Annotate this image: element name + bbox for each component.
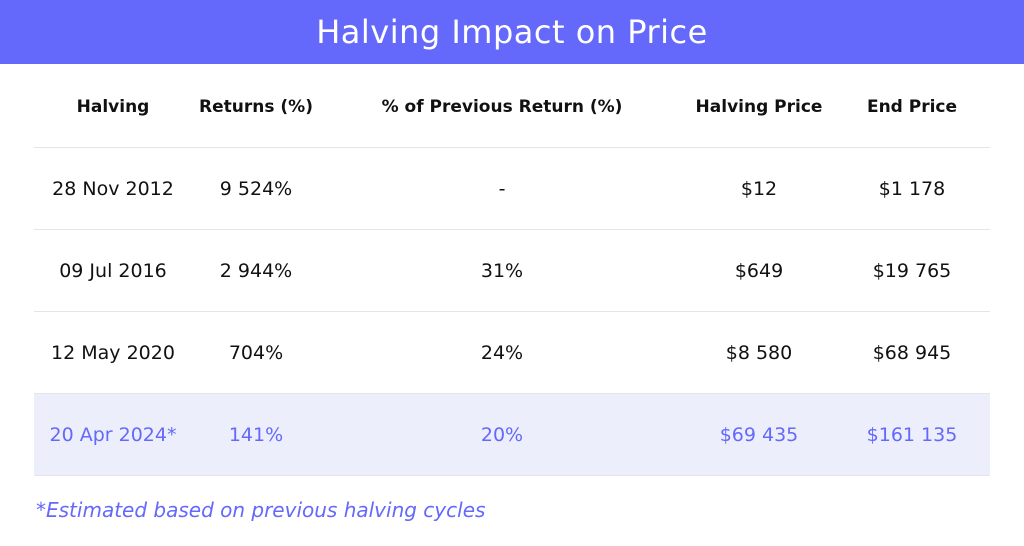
- title-banner: Halving Impact on Price: [0, 0, 1024, 64]
- cell-returns: 9 524%: [219, 177, 293, 200]
- cell-returns: 704%: [228, 341, 284, 364]
- header-prev-return: % of Previous Return (%): [381, 96, 623, 117]
- cell-halving-date: 09 Jul 2016: [59, 259, 167, 282]
- cell-prev-return: -: [498, 177, 506, 200]
- halving-table: Halving Returns (%) % of Previous Return…: [34, 66, 990, 476]
- cell-prev-return: 20%: [480, 423, 524, 446]
- cell-halving-price: $649: [734, 259, 784, 282]
- page-title: Halving Impact on Price: [316, 13, 708, 51]
- cell-halving-price: $8 580: [725, 341, 793, 364]
- cell-halving-date: 12 May 2020: [51, 341, 175, 364]
- header-halving-price: Halving Price: [695, 96, 823, 117]
- cell-returns: 141%: [228, 423, 284, 446]
- cell-end-price: $1 178: [878, 177, 946, 200]
- cell-halving-date: 28 Nov 2012: [52, 177, 174, 200]
- cell-returns: 2 944%: [219, 259, 293, 282]
- header-halving: Halving: [76, 96, 150, 117]
- cell-end-price: $19 765: [872, 259, 952, 282]
- cell-halving-date: 20 Apr 2024*: [49, 423, 177, 446]
- table-row: 28 Nov 2012 9 524% - $12 $1 178: [34, 148, 990, 230]
- cell-end-price: $68 945: [872, 341, 952, 364]
- cell-halving-price: $69 435: [719, 423, 799, 446]
- footnote: *Estimated based on previous halving cyc…: [36, 498, 486, 522]
- cell-prev-return: 24%: [480, 341, 524, 364]
- cell-prev-return: 31%: [480, 259, 524, 282]
- table-header-row: Halving Returns (%) % of Previous Return…: [34, 66, 990, 148]
- table-row-estimated: 20 Apr 2024* 141% 20% $69 435 $161 135: [34, 394, 990, 476]
- table-row: 12 May 2020 704% 24% $8 580 $68 945: [34, 312, 990, 394]
- header-end-price: End Price: [866, 96, 958, 117]
- header-returns: Returns (%): [199, 96, 313, 117]
- cell-end-price: $161 135: [866, 423, 958, 446]
- table-row: 09 Jul 2016 2 944% 31% $649 $19 765: [34, 230, 990, 312]
- cell-halving-price: $12: [740, 177, 778, 200]
